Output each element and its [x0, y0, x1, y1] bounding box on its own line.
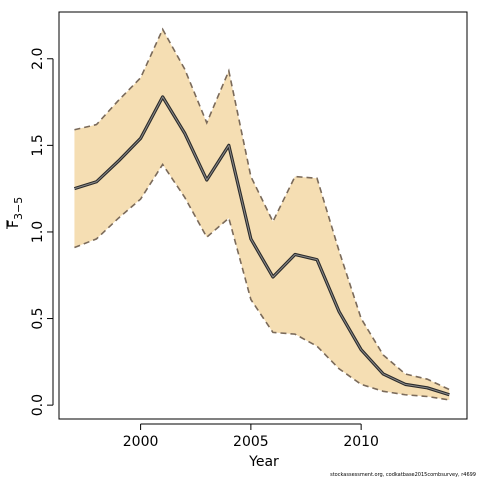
svg-text:F3−5: F3−5	[6, 197, 25, 228]
estimate-layer	[73, 27, 450, 401]
plot-frame	[58, 11, 468, 420]
x-axis: 2000 2005 2010	[123, 423, 379, 450]
y-tick-label: 1.0	[30, 221, 46, 243]
y-axis-title-main: F	[6, 220, 22, 228]
confidence-band	[74, 29, 450, 400]
y-axis-title-sub: 3−5	[12, 197, 25, 220]
source-credit: stockassessment.org, codkatbase2015combs…	[330, 472, 476, 478]
estimate-line-core	[74, 96, 450, 396]
x-tick-label: 2005	[233, 434, 269, 450]
y-axis: 0.0 0.5 1.0 1.5 2.0	[30, 48, 54, 416]
y-axis-title: F3−5	[6, 197, 25, 229]
upper-bound-line	[74, 27, 450, 391]
y-tick-label: 0.5	[30, 307, 46, 329]
y-tick-label: 0.0	[30, 394, 46, 416]
confidence-band-fill	[74, 29, 450, 400]
y-tick-label: 2.0	[30, 48, 46, 70]
x-axis-title: Year	[248, 454, 279, 470]
lower-bound-line	[74, 162, 450, 401]
y-tick-label: 1.5	[30, 134, 46, 156]
x-tick-label: 2010	[343, 434, 379, 450]
x-tick-label: 2000	[123, 434, 159, 450]
